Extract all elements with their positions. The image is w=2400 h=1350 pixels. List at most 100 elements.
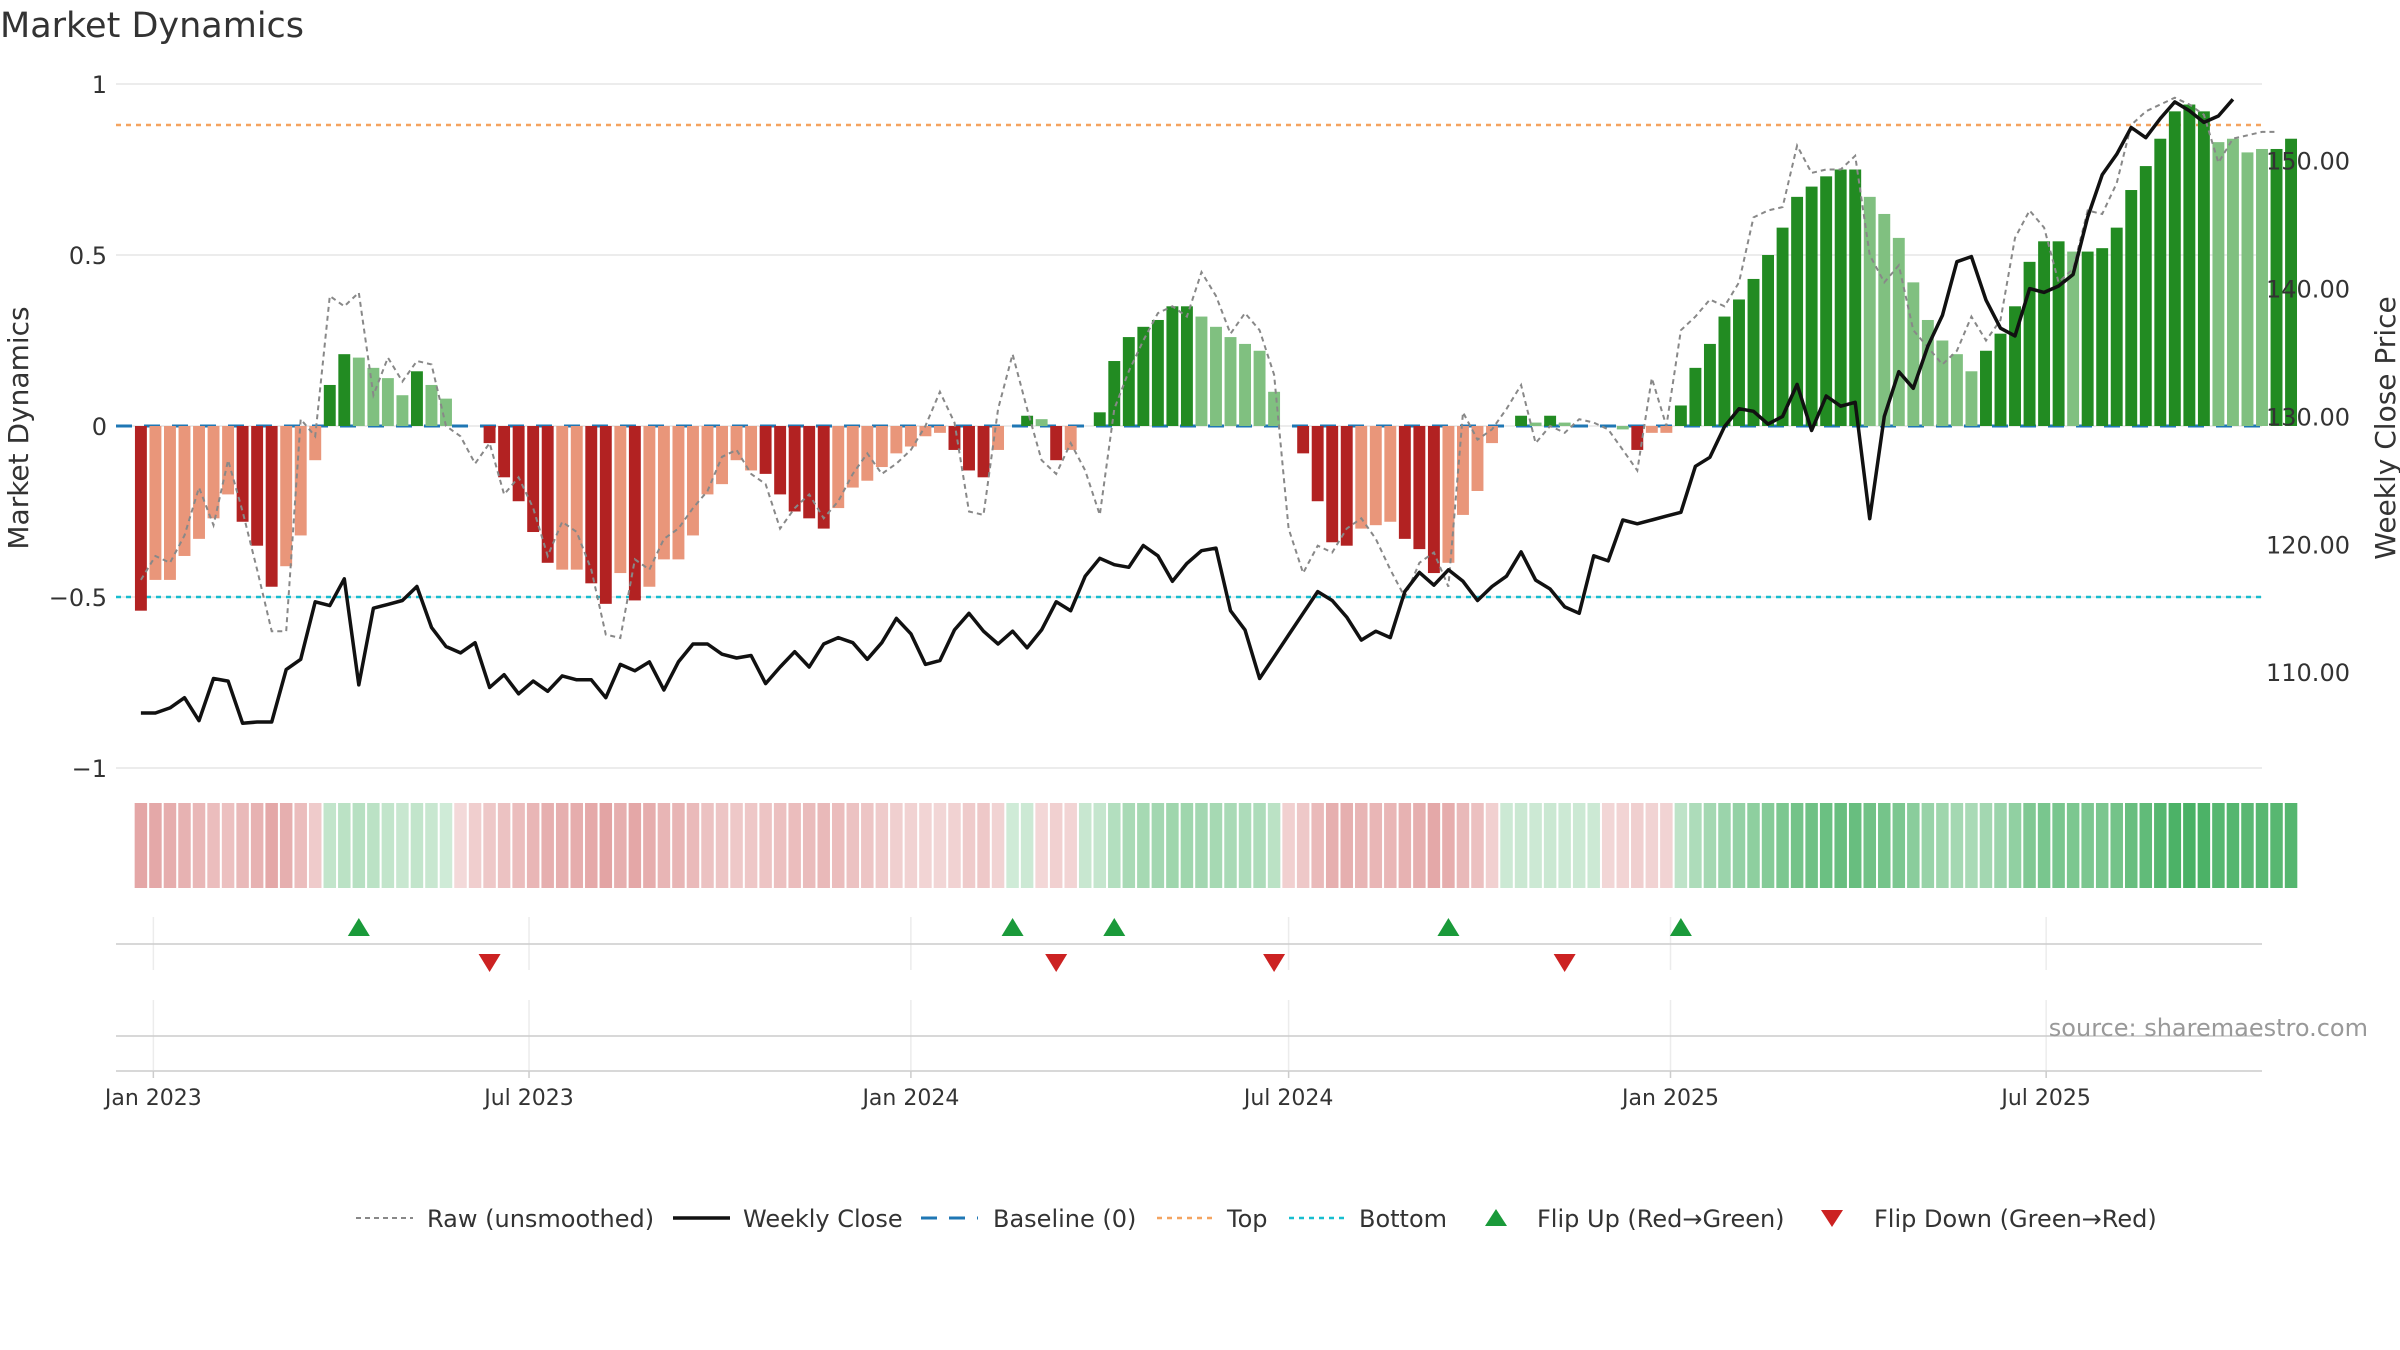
dynamics-bar [2212, 142, 2225, 426]
dynamics-bar [1660, 426, 1673, 433]
dynamics-bar [1021, 415, 1034, 426]
strip-cell [1674, 803, 1688, 888]
strip-cell [483, 803, 496, 888]
y-tick-label-right: 140.00 [2266, 276, 2350, 304]
strip-cell [1703, 803, 1717, 888]
strip-cell [1137, 803, 1150, 888]
dynamics-bar [963, 426, 975, 471]
dynamics-bar [1805, 186, 1818, 426]
strip-cell [2154, 803, 2167, 888]
strip-cell [730, 803, 743, 888]
dynamics-bar [1369, 426, 1382, 526]
strip-cell [2081, 803, 2094, 888]
y-tick-label-left: −1 [72, 755, 107, 783]
dynamics-bar [149, 426, 162, 580]
strip-cell [1979, 803, 1993, 888]
strip-cell [2008, 803, 2022, 888]
dynamics-bar [628, 426, 641, 601]
strip-cell [628, 803, 642, 888]
dynamics-bar [832, 426, 845, 509]
strip-cell [1296, 803, 1310, 888]
strip-cell [991, 803, 1005, 888]
dynamics-bar [1442, 426, 1455, 563]
legend-item-raw: Raw (unsmoothed) [356, 1205, 654, 1233]
strip-cell [1108, 803, 1121, 888]
strip-cell [323, 803, 337, 888]
strip-cell [1485, 803, 1499, 888]
legend-item-flip-up: Flip Up (Red→Green) [1485, 1205, 1785, 1233]
dynamics-bar [2110, 227, 2123, 426]
dynamics-bar [2226, 138, 2239, 426]
dynamics-bar [1703, 343, 1716, 426]
strip-cell [2241, 803, 2254, 888]
strip-cell [1427, 803, 1441, 888]
dynamics-bar [222, 426, 235, 495]
raw-series [140, 96, 2277, 640]
dynamics-bar [599, 426, 612, 604]
dynamics-bar [701, 426, 714, 495]
strip-cell [701, 803, 714, 888]
dynamics-bar [672, 426, 685, 560]
strip-cell [541, 803, 554, 888]
strip-cell [2037, 803, 2051, 888]
dynamics-bar [1834, 169, 1847, 426]
flip-up-marker [1103, 918, 1126, 936]
strip-cell [1936, 803, 1949, 888]
legend-swatch [1821, 1210, 1843, 1227]
strip-cell [1601, 803, 1615, 888]
dynamics-bar [527, 426, 540, 533]
strip-cell [221, 803, 235, 888]
dynamics-bar [1921, 319, 1934, 426]
strip-cell [1253, 803, 1266, 888]
dynamics-bar [1558, 422, 1571, 426]
strip-cell [265, 803, 278, 888]
dynamics-bar [1878, 213, 1891, 426]
dynamics-bar [1631, 426, 1644, 450]
dynamics-bar [1210, 326, 1222, 426]
flip-up-marker [1437, 918, 1460, 936]
x-tick-label: Jan 2024 [860, 1086, 959, 1111]
strip-cell [2284, 803, 2298, 888]
strip-cell [948, 803, 961, 888]
strip-cell [977, 803, 990, 888]
y-axis-label-left: Market Dynamics [2, 306, 35, 549]
dynamics-bar [1674, 405, 1687, 426]
strip-cell [1209, 803, 1223, 888]
legend-item-baseline: Baseline (0) [921, 1205, 1136, 1233]
y-axis-ticks-left: 1 0.5 0 −0.5 −1 [49, 71, 107, 783]
strip-cell [512, 803, 525, 888]
strip-cell [1238, 803, 1252, 888]
dynamics-bar [1326, 426, 1339, 543]
strip-cell [1747, 803, 1760, 888]
dynamics-bar [1239, 343, 1251, 426]
dynamics-bar [730, 426, 743, 461]
strip-cell [788, 803, 801, 888]
dynamics-bar [977, 426, 990, 478]
dynamics-bar [410, 371, 423, 426]
dynamics-bar [1093, 412, 1106, 426]
strip-cell [439, 803, 453, 888]
legend-swatch [1485, 1209, 1507, 1226]
flip-down-marker [1045, 954, 1068, 972]
dynamics-bar [236, 426, 249, 522]
dynamics-bar [309, 426, 322, 461]
strip-cell [396, 803, 409, 888]
dynamics-bar [1151, 319, 1164, 426]
strip-cell [919, 803, 932, 888]
strip-cell [134, 803, 148, 888]
strip-cell [1049, 803, 1063, 888]
dynamics-bar [1457, 426, 1469, 515]
dynamics-bar [1980, 350, 1992, 426]
dynamics-bar [1486, 426, 1498, 444]
strip-cell [832, 803, 845, 888]
dynamics-bar [2183, 104, 2196, 427]
legend-label: Flip Down (Green→Red) [1874, 1205, 2157, 1233]
strip-cell [308, 803, 322, 888]
strip-cell [1035, 803, 1048, 888]
strip-cell [1805, 803, 1818, 888]
dynamics-bar [759, 426, 772, 474]
strip-cell [2183, 803, 2196, 888]
x-axis-ticks: Jan 2023 Jul 2023 Jan 2024 Jul 2024 Jan 2025… [103, 1071, 2091, 1111]
strip-cell [2255, 803, 2269, 888]
strip-cell [2095, 803, 2109, 888]
